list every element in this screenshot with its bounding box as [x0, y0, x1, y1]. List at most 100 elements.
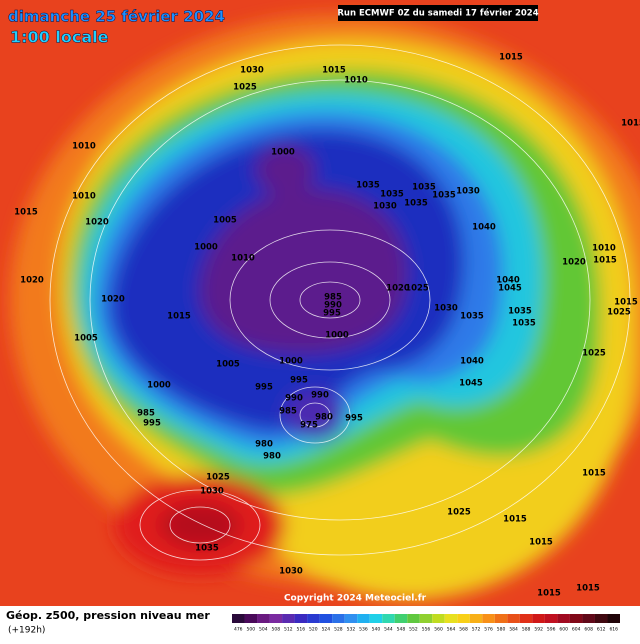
isobar-label: 1015 — [499, 53, 523, 63]
isobar-label: 1005 — [74, 334, 98, 344]
scale-label: 604 — [572, 627, 581, 633]
scale-label: 568 — [459, 627, 468, 633]
scale-swatch — [469, 614, 483, 623]
isobar-label: 1020 — [386, 284, 410, 294]
isobar-label: 995 — [255, 383, 273, 393]
isobar-label: 1020 — [562, 258, 586, 268]
scale-label: 572 — [472, 627, 481, 633]
isobar-label: 1025 — [607, 308, 631, 318]
isobar-label: 1025 — [233, 83, 257, 93]
isobar-label: 1015 — [576, 584, 600, 594]
scale-swatch — [257, 614, 270, 623]
isobar-label: 1030 — [240, 66, 264, 76]
scale-swatch — [444, 614, 458, 623]
isobar-label: 1015 — [167, 312, 191, 322]
run-box — [338, 5, 538, 21]
scale-label: 540 — [372, 627, 381, 633]
scale-swatch — [407, 614, 420, 623]
isobar-label: 990 — [285, 394, 303, 404]
isobar-label: 1010 — [231, 254, 255, 264]
lead-time: (+192h) — [8, 626, 45, 636]
isobar-label: 985 — [324, 293, 342, 303]
scale-label: 584 — [509, 627, 518, 633]
isobar-label: 990 — [324, 301, 342, 311]
isobar-label: 1020 — [85, 218, 109, 228]
isobar-label: 1010 — [72, 192, 96, 202]
isobar-label: 985 — [279, 407, 297, 417]
isobar-label: 1025 — [447, 508, 471, 518]
isobar-label: 1030 — [373, 202, 397, 212]
isobar-label: 1030 — [456, 187, 480, 197]
scale-swatch — [532, 614, 545, 623]
isobar-label: 1030 — [200, 487, 224, 497]
scale-label: 524 — [322, 627, 331, 633]
isobar-label: 980 — [263, 452, 281, 462]
isobar-label: 1035 — [404, 199, 428, 209]
isobar-label: 1030 — [279, 567, 303, 577]
scale-label: 616 — [609, 627, 618, 633]
isobar-label: 1015 — [529, 538, 553, 548]
scale-swatch — [494, 614, 508, 623]
scale-swatch — [394, 614, 408, 623]
scale-swatch — [419, 614, 433, 623]
isobar-label: 980 — [315, 413, 333, 423]
scale-label: 552 — [409, 627, 418, 633]
run-info: Run ECMWF 0Z du samedi 17 février 2024 — [337, 8, 538, 19]
isobar-label: 1020 — [101, 295, 125, 305]
isobar-label: 1005 — [216, 360, 240, 370]
scale-swatch — [432, 614, 445, 623]
scale-label: 512 — [284, 627, 293, 633]
isobar-label: 1045 — [498, 284, 522, 294]
isobar-label: 1025 — [405, 284, 429, 294]
scale-swatch — [357, 614, 370, 623]
isobar-label: 1015 — [503, 515, 527, 525]
scale-swatch — [269, 614, 283, 623]
isobar-label: 1035 — [380, 190, 404, 200]
isobars — [49, 44, 631, 561]
isobar-label: 1010 — [592, 244, 616, 254]
isobar-label: 1015 — [537, 589, 561, 599]
scale-swatch — [582, 614, 595, 623]
isobar-label: 1000 — [279, 357, 303, 367]
scale-swatch — [382, 614, 395, 623]
time: 1:00 locale — [10, 28, 109, 47]
scale-label: 600 — [559, 627, 568, 633]
scale-swatch — [369, 614, 383, 623]
scale-label: 608 — [584, 627, 593, 633]
isobar-label: 1010 — [72, 142, 96, 152]
scale-label: 556 — [422, 627, 431, 633]
isobar-label: 1035 — [460, 312, 484, 322]
scale-label: 504 — [259, 627, 268, 633]
scale-label: 532 — [347, 627, 356, 633]
isobar-label: 995 — [323, 309, 341, 319]
scale-swatch — [282, 614, 295, 623]
isobar-label: 1020 — [20, 276, 44, 286]
scale-label: 580 — [497, 627, 506, 633]
scale-swatch — [244, 614, 258, 623]
scale-swatch — [457, 614, 470, 623]
scale-label: 528 — [334, 627, 343, 633]
isobar-label: 1035 — [412, 183, 436, 193]
isobar-label: 1035 — [432, 191, 456, 201]
isobar-label: 985 — [137, 409, 155, 419]
scale-swatch — [332, 614, 345, 623]
isobar-label: 1015 — [14, 208, 38, 218]
scale-label: 560 — [434, 627, 443, 633]
scale-swatch — [294, 614, 308, 623]
scale-swatch — [544, 614, 558, 623]
copyright: Copyright 2024 Meteociel.fr — [284, 594, 427, 604]
scale-label: 612 — [597, 627, 606, 633]
scale-swatch — [557, 614, 570, 623]
isobar-label: 1015 — [322, 66, 346, 76]
isobar-label: 1000 — [194, 243, 218, 253]
footer-title: Géop. z500, pression niveau mer — [6, 609, 210, 622]
scale-swatch — [307, 614, 320, 623]
isobar-label: 1000 — [271, 148, 295, 158]
scale-swatch — [319, 614, 333, 623]
isobar-label: 1010 — [344, 76, 368, 86]
geopotential-field — [10, 15, 640, 600]
isobar-label: 1015 — [621, 119, 640, 129]
isobar-label: 1035 — [195, 544, 219, 554]
isobar-label: 1015 — [593, 256, 617, 266]
